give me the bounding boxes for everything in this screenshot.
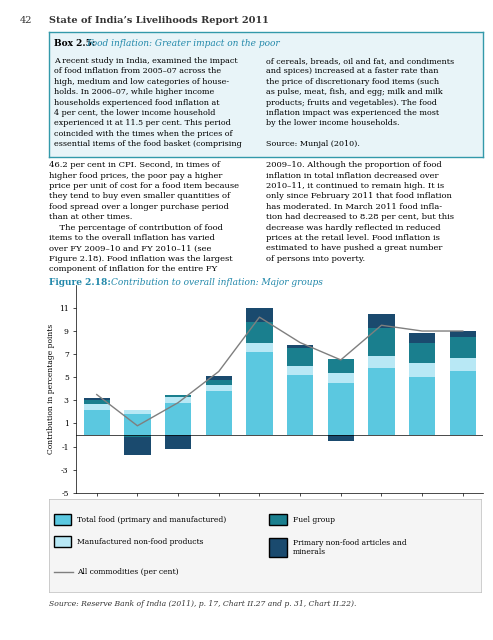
Bar: [409, 377, 435, 435]
Bar: [327, 435, 354, 441]
Bar: [246, 342, 273, 352]
Bar: [409, 342, 435, 364]
Bar: [206, 376, 232, 380]
Bar: [450, 337, 476, 358]
Bar: [165, 435, 191, 449]
Text: Manufactured non-food products: Manufactured non-food products: [77, 538, 204, 546]
Bar: [206, 385, 232, 391]
Bar: [165, 397, 191, 403]
Bar: [287, 375, 314, 435]
Bar: [327, 372, 354, 383]
FancyBboxPatch shape: [54, 536, 71, 547]
Bar: [368, 328, 395, 356]
Bar: [327, 359, 354, 372]
Bar: [246, 352, 273, 435]
Text: A recent study in India, examined the impact
of food inflation from 2005–07 acro: A recent study in India, examined the im…: [54, 57, 242, 148]
Bar: [287, 348, 314, 365]
Text: Food inflation: Greater impact on the poor: Food inflation: Greater impact on the po…: [86, 40, 280, 49]
Bar: [83, 404, 110, 410]
Bar: [83, 410, 110, 435]
Bar: [246, 322, 273, 342]
Bar: [450, 358, 476, 371]
Bar: [124, 410, 151, 414]
Bar: [368, 368, 395, 435]
Text: Figure 2.18:: Figure 2.18:: [49, 278, 111, 287]
Text: Source: Reserve Bank of India (2011), p. 17, Chart II.27 and p. 31, Chart II.22): Source: Reserve Bank of India (2011), p.…: [49, 600, 356, 608]
Text: State of India’s Livelihoods Report 2011: State of India’s Livelihoods Report 2011: [49, 16, 269, 25]
Bar: [124, 437, 151, 454]
Text: 2009–10. Although the proportion of food
inflation in total inflation decreased : 2009–10. Although the proportion of food…: [266, 161, 454, 263]
Text: 46.2 per cent in CPI. Second, in times of
higher food prices, the poor pay a hig: 46.2 per cent in CPI. Second, in times o…: [49, 161, 239, 273]
Bar: [165, 395, 191, 397]
Bar: [165, 403, 191, 435]
Bar: [368, 356, 395, 368]
Bar: [450, 371, 476, 435]
Bar: [83, 401, 110, 404]
Text: Box 2.5:: Box 2.5:: [54, 40, 95, 49]
Y-axis label: Contribution in percentage points: Contribution in percentage points: [47, 324, 55, 454]
Bar: [409, 364, 435, 377]
Bar: [368, 314, 395, 328]
Text: of cereals, breads, oil and fat, and condiments
and spices) increased at a faste: of cereals, breads, oil and fat, and con…: [266, 57, 455, 148]
Text: Contribution to overall inflation: Major groups: Contribution to overall inflation: Major…: [111, 278, 323, 287]
Text: Fuel group: Fuel group: [293, 516, 335, 524]
Text: Primary non-food articles and
minerals: Primary non-food articles and minerals: [293, 538, 407, 556]
Bar: [124, 435, 151, 437]
FancyBboxPatch shape: [269, 538, 286, 557]
Bar: [327, 383, 354, 435]
Text: 42: 42: [20, 16, 32, 25]
Bar: [124, 414, 151, 435]
Bar: [246, 308, 273, 322]
FancyBboxPatch shape: [54, 514, 71, 525]
Bar: [450, 331, 476, 337]
Bar: [287, 365, 314, 375]
Bar: [206, 391, 232, 435]
Bar: [206, 380, 232, 385]
Text: Total food (primary and manufactured): Total food (primary and manufactured): [77, 516, 227, 524]
Bar: [287, 345, 314, 348]
Text: All commodities (per cent): All commodities (per cent): [77, 568, 179, 575]
FancyBboxPatch shape: [269, 514, 286, 525]
Bar: [83, 398, 110, 401]
Bar: [409, 333, 435, 342]
